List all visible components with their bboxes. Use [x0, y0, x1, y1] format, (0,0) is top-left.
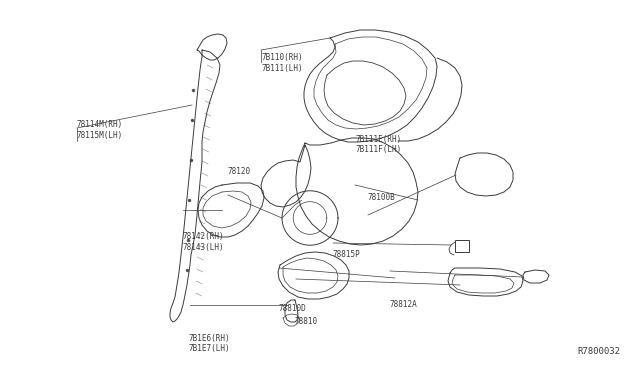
Text: 78812A: 78812A [389, 300, 417, 309]
Text: 78810D: 78810D [278, 304, 306, 312]
Text: 7B111F(LH): 7B111F(LH) [355, 145, 401, 154]
Text: 7B111(LH): 7B111(LH) [261, 64, 303, 73]
Text: 78120: 78120 [227, 167, 250, 176]
Text: 7B111E(RH): 7B111E(RH) [355, 135, 401, 144]
Text: 78115M(LH): 78115M(LH) [77, 131, 123, 140]
Text: 78142(RH): 78142(RH) [182, 232, 224, 241]
Text: 78100B: 78100B [368, 193, 396, 202]
Text: 78143(LH): 78143(LH) [182, 243, 224, 252]
Text: R7800032: R7800032 [578, 347, 621, 356]
Text: 7B1E6(RH): 7B1E6(RH) [189, 334, 230, 343]
Text: 7B110(RH): 7B110(RH) [261, 53, 303, 62]
Text: 78810: 78810 [294, 317, 317, 326]
Bar [455, 240, 469, 252]
Text: 78114M(RH): 78114M(RH) [77, 120, 123, 129]
Text: 7B1E7(LH): 7B1E7(LH) [189, 344, 230, 353]
Text: 78815P: 78815P [333, 250, 360, 259]
